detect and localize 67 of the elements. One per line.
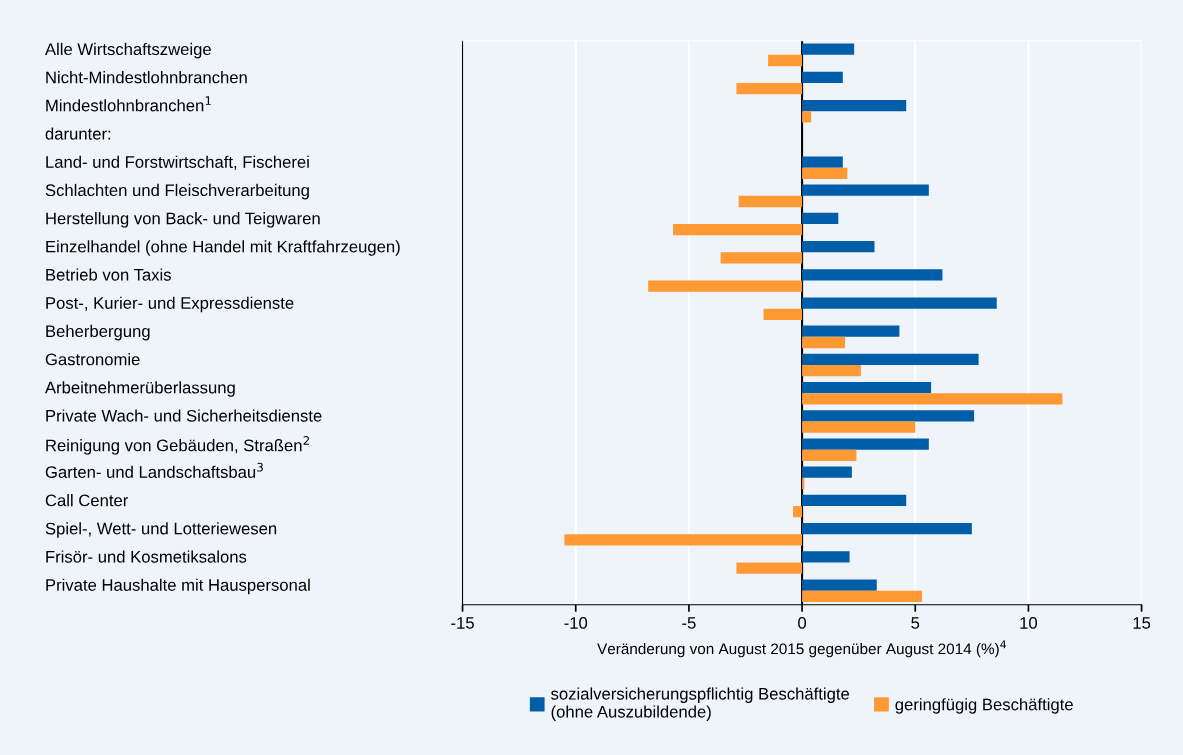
x-axis-title: Veränderung von August 2015 gegenüber August 2014 (%)$^{4}$ [597,640,1007,658]
x-tick-label: 5 [911,617,920,629]
y-tick-label: Gastronomie [45,353,140,366]
bar [802,421,916,433]
bar [802,438,929,450]
y-tick-label: Post-, Kurier- und Expressdienste [46,296,294,313]
bar [802,43,855,55]
bar [802,99,907,112]
bar [802,579,877,591]
legend-label: geringfügig Beschäftigte [895,698,1073,714]
bar [802,393,1063,405]
bar [802,297,997,309]
bar [802,156,843,168]
bar [802,494,907,507]
y-tick-label: Private Wach- und Sicherheitsdienste [46,409,322,422]
bar [720,252,803,264]
bar [802,353,979,366]
x-tick-label: -5 [682,617,696,629]
bar [802,71,843,84]
x-tick-label: 10 [1020,617,1038,629]
bar [802,449,857,461]
y-tick-label: Alle Wirtschaftszweige [44,42,211,59]
bar [738,195,803,208]
bar [648,280,803,292]
y-tick-label: Beherbergung [46,324,150,341]
legend-label: sozialversicherungspflichtig Beschäftigte (ohne Auszubildende) [551,687,850,721]
bar [802,111,812,123]
y-tick-label: Spiel-, Wett- und Lotteriewesen [45,522,277,538]
bar [802,240,875,253]
bar [768,54,803,67]
bar [802,365,861,377]
x-tick-label: -10 [564,617,588,629]
y-tick-label: Garten- und Landschaftsbau$^{3}$ [45,462,263,478]
bar [802,269,943,281]
bar [802,212,839,225]
y-tick-label: Mindestlohnbranchen$^{1}$ [46,96,211,112]
bar [793,506,803,518]
bar [736,562,803,574]
y-tick-label: Arbeitnehmerüberlassung [44,381,235,397]
y-tick-label: Call Center [45,494,129,507]
y-tick-label: Betrieb von Taxis [46,268,171,281]
bar [802,590,923,602]
y-tick-label: Private Haushalte mit Hauspersonal [46,578,310,595]
bar [802,381,932,394]
x-tick-label: 15 [1133,617,1151,629]
bar [564,534,803,546]
bar [802,167,848,179]
bar [673,224,803,236]
y-tick-label: Schlachten und Fleischverarbeitung [45,183,309,200]
y-tick-label: Nicht-Mindestlohnbranchen [46,71,247,84]
bar [763,308,803,320]
bar [802,184,929,196]
bar [802,466,852,478]
y-tick-label: Einzelhandel (ohne Handel mit Kraftfahrzeugen) [46,240,400,256]
y-tick-label: Land- und Forstwirtschaft, Fischerei [46,155,309,170]
bar [802,551,850,563]
bar [802,522,972,535]
bar [736,83,803,95]
y-tick-label: Reinigung von Gebäuden, Straßen$^{2}$ [46,436,309,455]
x-tick-label: -15 [451,617,474,629]
y-tick-label: Frisör- und Kosmetiksalons [46,550,247,563]
text: darunter: [45,127,111,140]
bar [802,410,975,422]
bar [802,336,846,349]
y-tick-label: Herstellung von Back- und Teigwaren [46,212,320,228]
x-tick-label: 0 [798,617,807,629]
bar [802,325,900,337]
